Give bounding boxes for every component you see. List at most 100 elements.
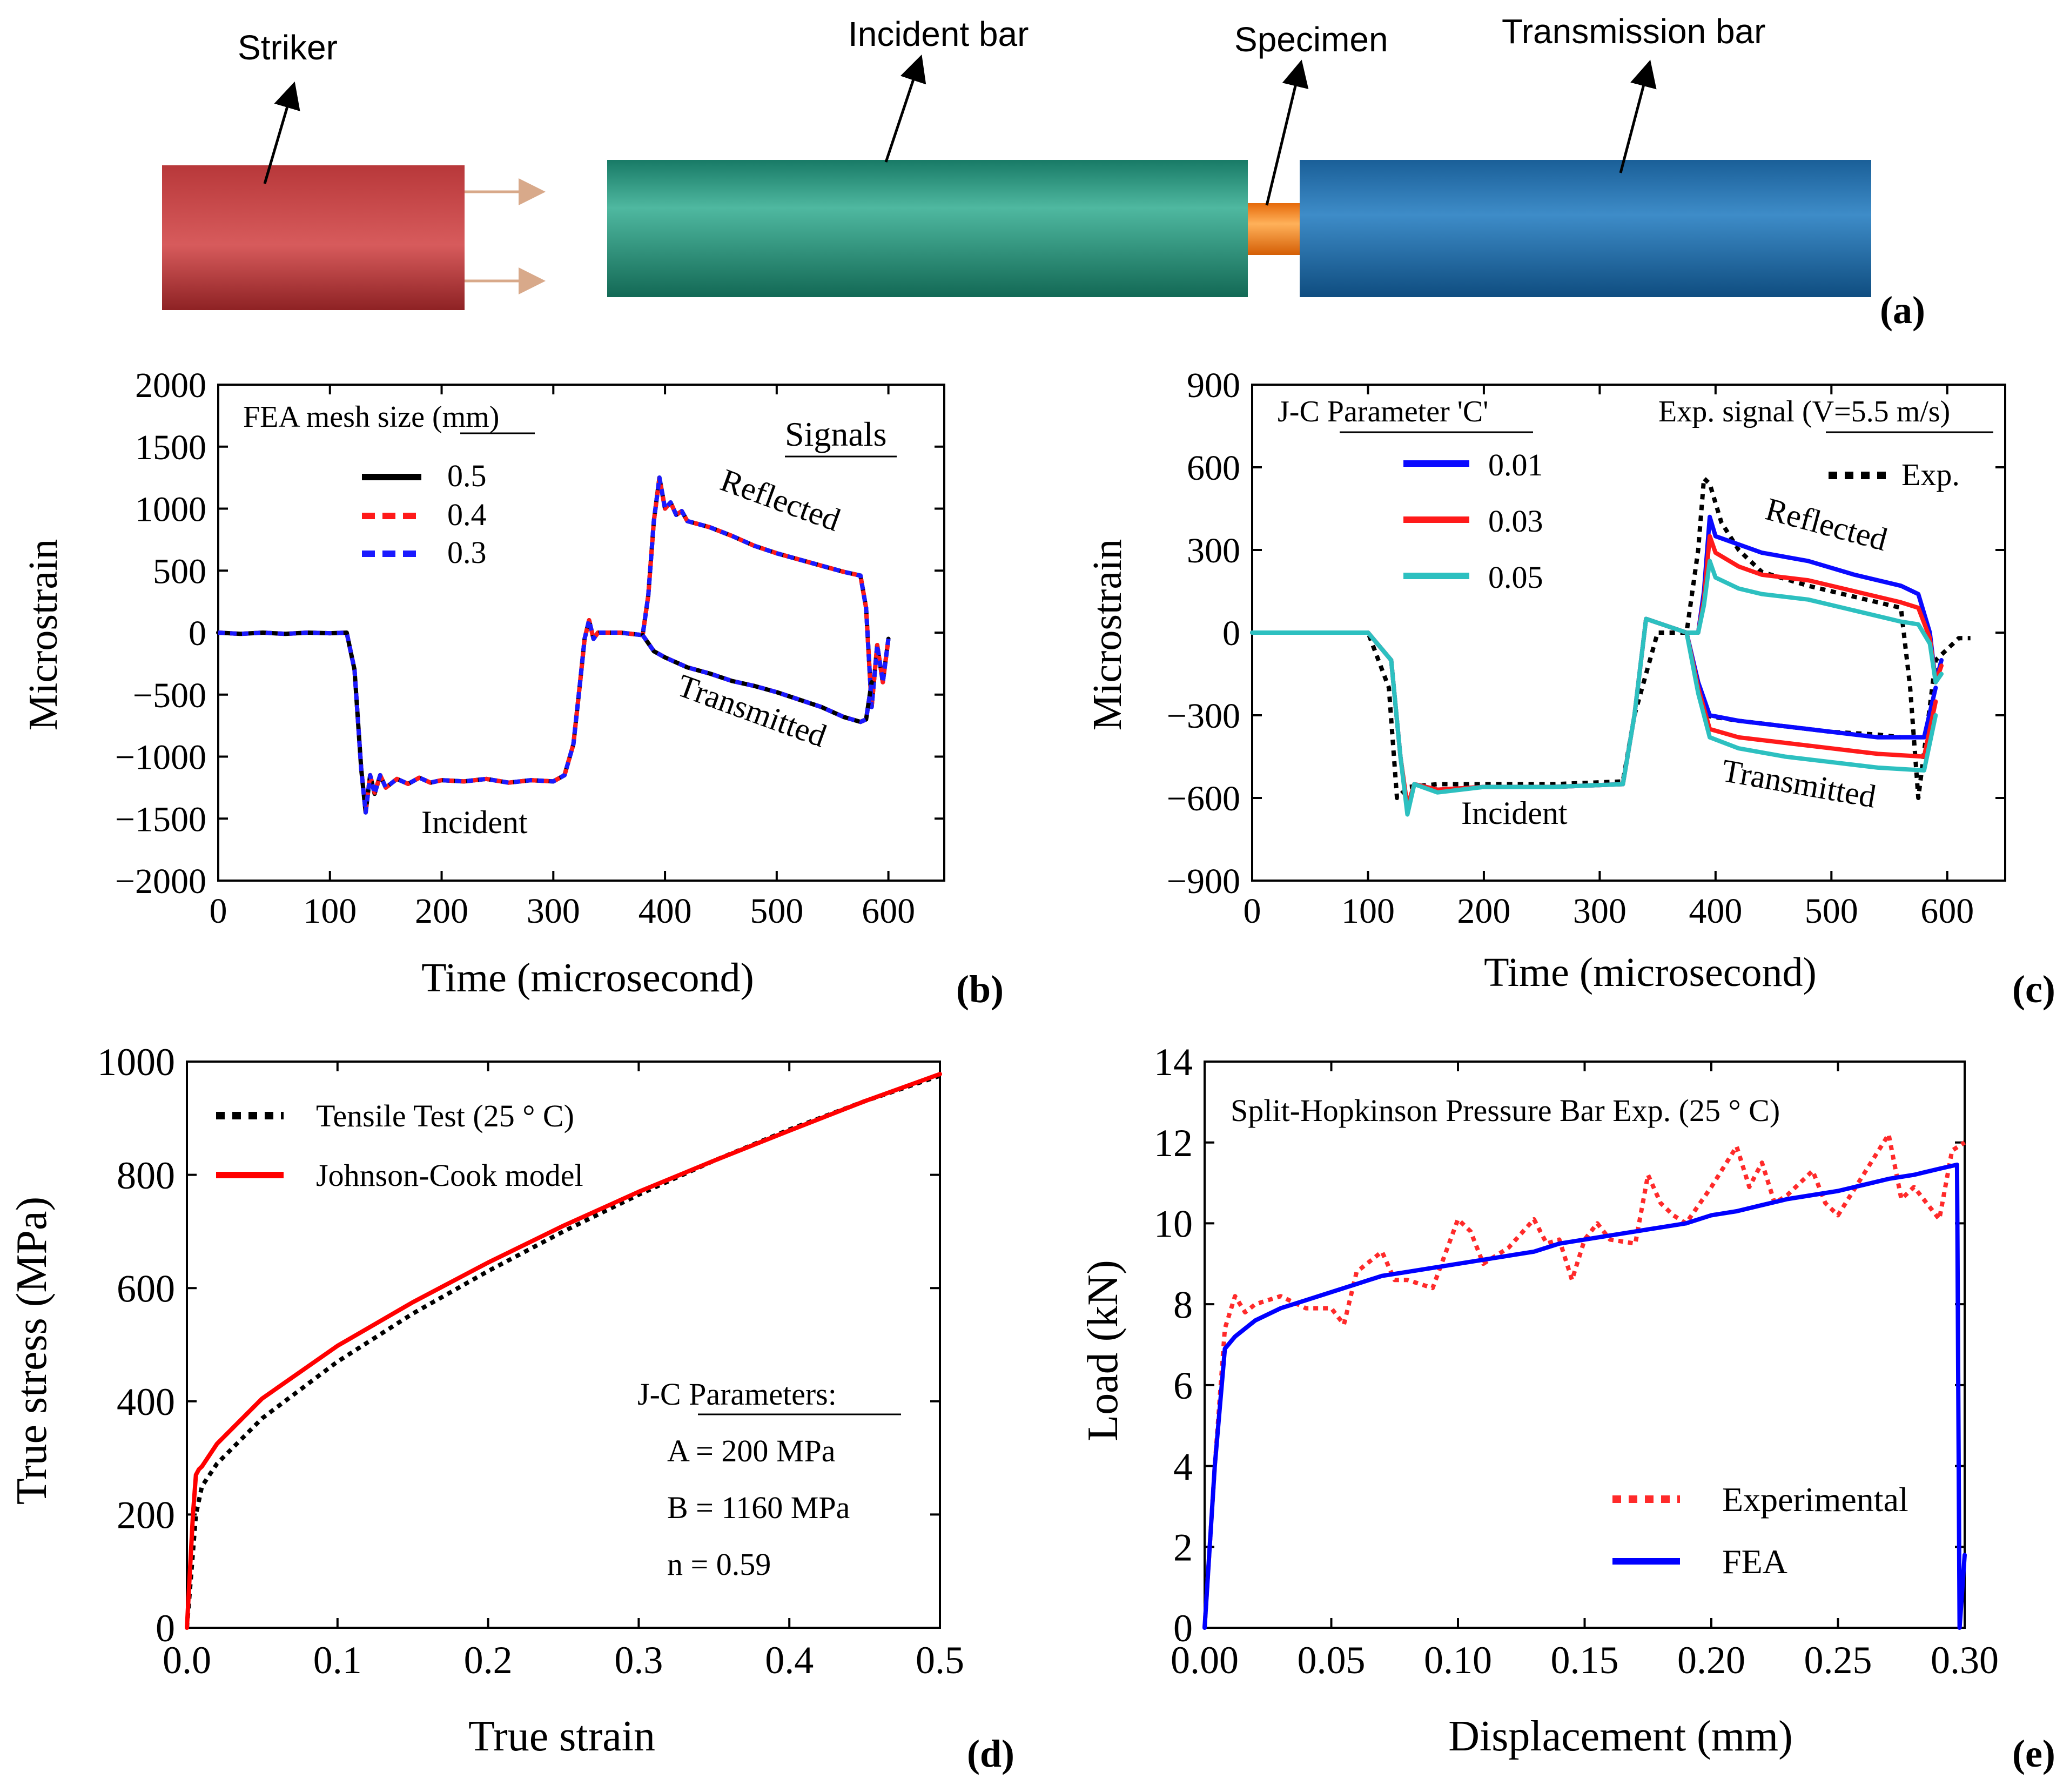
panel-b-ytick-label: 0 [189, 614, 206, 653]
series-line-c-Exp-transmitted [1684, 632, 1901, 740]
transmission-bar-label: Transmission bar [1502, 12, 1765, 51]
panel-b-series [216, 475, 891, 815]
panel-label-b: (b) [956, 968, 1004, 1011]
series-line-e-FEA [1202, 1162, 1967, 1630]
incident-bar-label: Incident bar [848, 15, 1029, 53]
panel-d-ytick-label: 800 [117, 1154, 175, 1197]
panel-label-c: (c) [2012, 968, 2055, 1011]
panel-b: −2000 −1500 −1000 −500 0 500 1000 1500 2000 0 100 2… [21, 366, 1004, 1011]
panel-b-ytick-label: 1000 [135, 490, 206, 529]
legend-label-0-03: 0.03 [1488, 504, 1543, 539]
series-line-b-0-3 [218, 475, 891, 815]
legend-label-0-3: 0.3 [447, 535, 487, 570]
panel-c-xtick-label: 600 [1920, 891, 1974, 931]
panel-b-ytick-label: 2000 [135, 366, 206, 405]
legend-label-fea: FEA [1722, 1542, 1787, 1581]
panel-c-xtick-label: 0 [1244, 891, 1261, 931]
series-line-c-0-05-transmitted [1684, 630, 1938, 773]
series-line-c-0-03 [1250, 534, 1944, 809]
panel-e-ytick-label: 8 [1173, 1283, 1193, 1326]
panel-e-ytick-label: 0 [1173, 1607, 1193, 1650]
legend-label-jc: Johnson-Cook model [316, 1158, 583, 1193]
legend-label-0-01: 0.01 [1488, 447, 1543, 482]
series-line-b-0-5 [216, 475, 891, 815]
panel-c-annot-incident: Incident [1461, 795, 1568, 831]
panel-c-xtick-label: 200 [1457, 891, 1510, 931]
panel-c-ylabel: Microstrain [1085, 539, 1130, 731]
panel-b-signals-label: Signals [785, 415, 886, 453]
panel-c-legend-title: J-C Parameter 'C' [1278, 395, 1488, 428]
panel-c-ytick-label: 900 [1187, 366, 1240, 405]
panel-d-ytick-label: 400 [117, 1380, 175, 1424]
panel-d: 0 200 400 600 800 1000 0.0 0.1 0.2 0.3 0.4 0.5 True… [8, 1041, 1014, 1775]
panel-b-ticks: −2000 −1500 −1000 −500 0 500 1000 1500 2000 0 100 2… [115, 366, 944, 931]
panel-c-ytick-label: −600 [1167, 779, 1240, 818]
specimen-label: Specimen [1234, 20, 1388, 59]
panel-b-xtick-label: 0 [210, 891, 227, 931]
specimen-pointer [1265, 59, 1309, 206]
panel-label-e: (e) [2012, 1732, 2055, 1775]
panel-e-xtick-label: 0.15 [1551, 1639, 1619, 1682]
panel-b-legend: 0.5 0.4 0.3 [362, 458, 487, 570]
transmission-bar [1300, 160, 1871, 297]
panel-e-title: Split-Hopkinson Pressure Bar Exp. (25 ° … [1231, 1093, 1780, 1128]
panel-d-param-a: A = 200 MPa [667, 1433, 835, 1468]
panel-c-xtick-label: 300 [1573, 891, 1627, 931]
panel-b-legend-title: FEA mesh size (mm) [243, 400, 499, 434]
schematic-panel: Striker Incident bar Specimen Transmissi… [162, 12, 1925, 332]
series-line-b-0-4 [218, 476, 891, 814]
panel-e-xtick-label: 0.00 [1171, 1639, 1239, 1682]
panel-d-param-b: B = 1160 MPa [667, 1490, 850, 1525]
panel-b-ytick-label: 500 [153, 552, 206, 591]
panel-b-annot-reflected: Reflected [716, 462, 845, 538]
panel-d-legend: Tensile Test (25 ° C) Johnson-Cook model [216, 1098, 583, 1193]
incident-bar [607, 160, 1248, 297]
panel-d-axes [186, 1061, 941, 1629]
panel-e-xtick-label: 0.25 [1804, 1639, 1872, 1682]
panel-e-xtick-label: 0.30 [1931, 1639, 1999, 1682]
series-line-c-0-01-transmitted [1684, 630, 1938, 740]
series-line-d-Johnson-Cook-model [185, 1072, 942, 1630]
panel-e-ylabel: Load (kN) [1079, 1260, 1127, 1441]
panel-e-xtick-label: 0.10 [1424, 1639, 1492, 1682]
panel-d-param-n: n = 0.59 [667, 1547, 771, 1582]
panel-c-annot-transmitted: Transmitted [1719, 753, 1879, 815]
panel-b-ylabel: Microstrain [21, 539, 66, 731]
panel-b-ytick-label: −2000 [115, 862, 206, 901]
striker-bar [162, 165, 465, 310]
panel-b-ytick-label: −1500 [115, 800, 206, 839]
panel-d-xtick-label: 0.2 [464, 1639, 513, 1682]
panel-e-xtick-label: 0.05 [1298, 1639, 1366, 1682]
striker-pointer [263, 81, 300, 184]
panel-d-xtick-label: 0.4 [765, 1639, 814, 1682]
panel-d-xlabel: True strain [468, 1713, 655, 1760]
panel-d-ylabel: True stress (MPa) [8, 1197, 56, 1505]
panel-e-ytick-label: 4 [1173, 1445, 1193, 1488]
legend-label-0-5: 0.5 [447, 458, 487, 493]
panel-d-series [185, 1072, 942, 1630]
panel-d-ytick-label: 600 [117, 1267, 175, 1310]
incident-pointer [884, 55, 926, 163]
panel-d-xtick-label: 0.5 [916, 1639, 964, 1682]
series-line-c-0-01 [1250, 514, 1944, 811]
panel-b-xtick-label: 400 [639, 891, 692, 931]
panel-b-xtick-label: 600 [862, 891, 915, 931]
panel-c-ticks: −900 −600 −300 0 300 600 900 0 100 200 300 400 500 60… [1167, 366, 2005, 931]
panel-d-xtick-label: 0.3 [614, 1639, 663, 1682]
panel-d-ytick-label: 0 [156, 1607, 175, 1650]
panel-c-signals-label: Exp. signal (V=5.5 m/s) [1658, 395, 1950, 428]
panel-b-annot-transmitted: Transmitted [673, 667, 831, 754]
transmission-pointer [1619, 59, 1657, 173]
panel-d-ytick-label: 200 [117, 1494, 175, 1537]
panel-c-xlabel: Time (microsecond) [1484, 950, 1817, 995]
panel-e-ytick-label: 12 [1154, 1122, 1193, 1165]
panel-c-xtick-label: 400 [1689, 891, 1742, 931]
striker-label: Striker [238, 28, 338, 67]
panel-c-ytick-label: 0 [1222, 614, 1240, 653]
panel-label-a: (a) [1880, 288, 1925, 332]
panel-d-frame [186, 1061, 941, 1629]
panel-c: −900 −600 −300 0 300 600 900 0 100 200 300 400 500 60… [1085, 366, 2055, 1011]
panel-e-axes [1204, 1061, 1966, 1629]
